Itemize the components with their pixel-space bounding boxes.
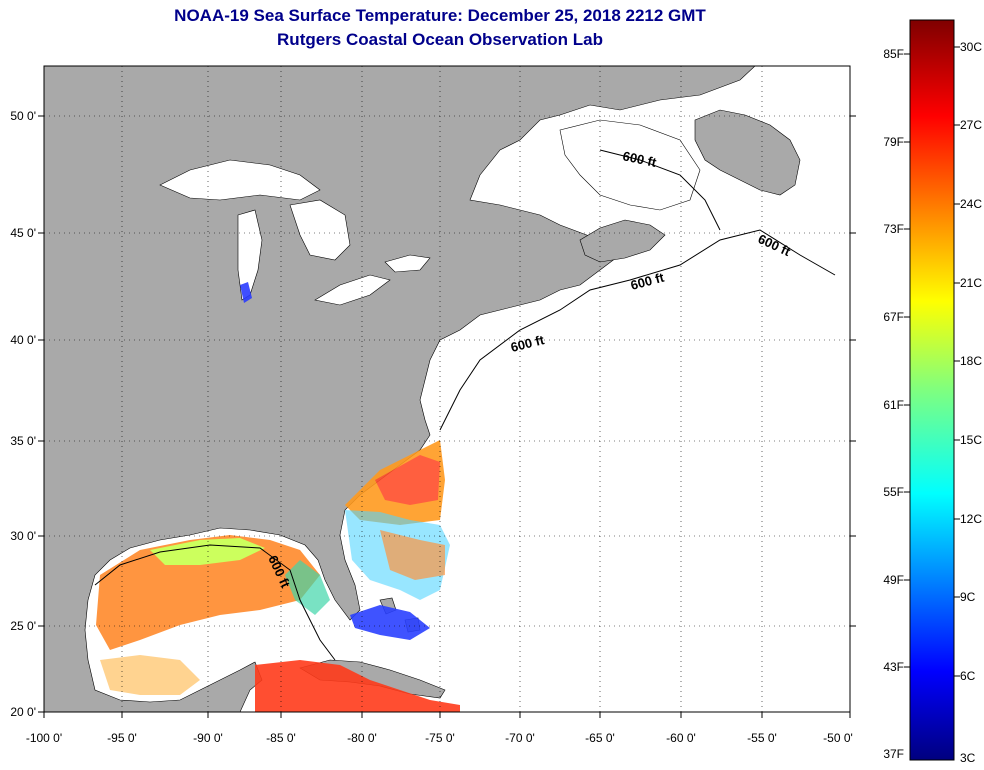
lake-superior — [159, 159, 321, 201]
map-subtitle: Rutgers Coastal Ocean Observation Lab — [277, 30, 603, 49]
colorbar-c-label: 21C — [960, 276, 982, 290]
map-frame — [43, 65, 851, 713]
lat-label: 30 0' — [10, 529, 36, 543]
colorbar-c-labels: 30C 27C 24C 21C 18C 15C 12C 9C 6C 3C — [960, 40, 982, 765]
colorbar-f-label: 55F — [883, 485, 904, 499]
sst-data-layer — [96, 282, 460, 712]
colorbar-f-label: 49F — [883, 573, 904, 587]
lat-label: 20 0' — [10, 705, 36, 719]
colorbar-c-label: 18C — [960, 354, 982, 368]
lon-label: -100 0' — [26, 731, 62, 745]
lake-erie — [314, 274, 391, 306]
lon-label: -70 0' — [505, 731, 535, 745]
isobath-600ft-line-gulf — [94, 544, 336, 661]
colorbar-f-label: 37F — [883, 747, 904, 761]
lon-label: -80 0' — [347, 731, 377, 745]
lon-label: -85 0' — [266, 731, 296, 745]
colorbar-f-label: 73F — [883, 222, 904, 236]
colorbar-ticks — [904, 46, 960, 677]
lon-label: -75 0' — [425, 731, 455, 745]
colorbar-f-label: 61F — [883, 398, 904, 412]
lat-label: 40 0' — [10, 333, 36, 347]
colorbar-c-label: 6C — [960, 669, 976, 683]
lon-label: -90 0' — [193, 731, 223, 745]
lat-label: 50 0' — [10, 109, 36, 123]
colorbar-f-label: 79F — [883, 135, 904, 149]
lon-label: -55 0' — [747, 731, 777, 745]
lake-huron — [289, 199, 351, 261]
colorbar-c-label: 24C — [960, 197, 982, 211]
colorbar-c-label: 27C — [960, 118, 982, 132]
land-nova-scotia — [579, 219, 666, 263]
colorbar-c-label: 9C — [960, 590, 976, 604]
lake-michigan — [237, 209, 263, 301]
colorbar-f-label: 67F — [883, 310, 904, 324]
isobath-label: 600 ft — [621, 148, 658, 170]
colorbar-c-label: 15C — [960, 433, 982, 447]
colorbar-f-label: 43F — [883, 660, 904, 674]
lon-label: -50 0' — [823, 731, 853, 745]
gulf-st-lawrence — [559, 119, 701, 211]
lat-label: 25 0' — [10, 619, 36, 633]
lon-label: -95 0' — [107, 731, 137, 745]
lon-label: -60 0' — [666, 731, 696, 745]
colorbar-c-label: 30C — [960, 40, 982, 54]
longitude-labels: -100 0' -95 0' -90 0' -85 0' -80 0' -75 … — [26, 731, 853, 745]
colorbar — [909, 19, 955, 761]
lat-label: 35 0' — [10, 434, 36, 448]
colorbar-f-labels: 85F 79F 73F 67F 61F 55F 49F 43F 37F — [883, 47, 904, 761]
isobath-600ft-line-stlawrence — [599, 149, 721, 231]
colorbar-f-label: 85F — [883, 47, 904, 61]
colorbar-c-label: 3C — [960, 751, 976, 765]
lake-ontario — [384, 254, 431, 273]
map-title: NOAA-19 Sea Surface Temperature: Decembe… — [174, 6, 706, 25]
colorbar-c-label: 12C — [960, 512, 982, 526]
lon-label: -65 0' — [585, 731, 615, 745]
isobath-600ft-line — [439, 229, 836, 431]
axis-ticks — [38, 115, 856, 718]
lat-label: 45 0' — [10, 226, 36, 240]
land-newfoundland — [694, 109, 801, 196]
latitude-labels: 50 0' 45 0' 40 0' 35 0' 30 0' 25 0' 20 0… — [10, 109, 36, 719]
